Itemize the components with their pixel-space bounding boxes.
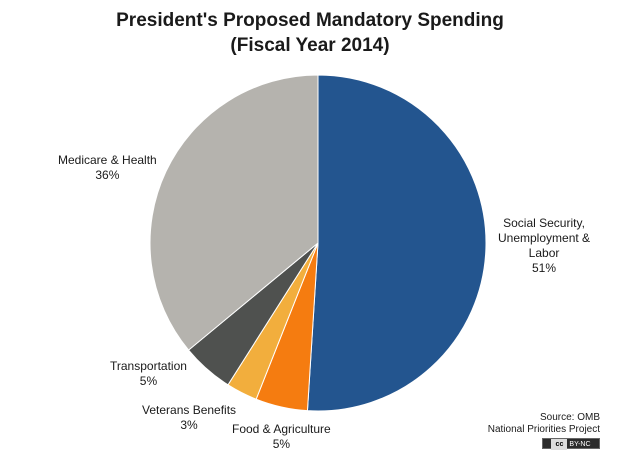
slice-label-transportation: Transportation 5% [110, 359, 187, 388]
cc-license-badge: cc BY-NC [542, 438, 600, 450]
slice-label-social-security: Social Security, Unemployment & Labor 51… [498, 216, 591, 275]
cc-icon: cc [551, 439, 568, 450]
chart-title-line-1: President's Proposed Mandatory Spending [116, 10, 504, 31]
slice-pct-veterans-benefits: 3% [180, 418, 198, 432]
source-note: Source: OMB National Priorities Project [488, 412, 600, 436]
source-line-2: National Priorities Project [487, 424, 600, 435]
chart-title: President's Proposed Mandatory Spending … [0, 8, 620, 58]
slice-pct-medicare-health: 36% [95, 168, 120, 182]
slice-pct-social-security: 51% [532, 261, 557, 275]
pie-slice-social-security [306, 74, 487, 412]
license-text: BY-NC [569, 441, 591, 448]
slice-label-medicare-health: Medicare & Health 36% [58, 153, 157, 182]
slice-label-veterans-benefits: Veterans Benefits 3% [142, 403, 237, 432]
chart-title-line-2: (Fiscal Year 2014) [230, 35, 390, 56]
slice-label-food-agriculture: Food & Agriculture 5% [232, 422, 331, 451]
slice-pct-transportation: 5% [139, 374, 158, 388]
slice-pct-food-agriculture: 5% [272, 437, 291, 451]
source-line-1: Source: OMB [539, 412, 600, 423]
pie-slice-medicare-health [149, 74, 319, 351]
